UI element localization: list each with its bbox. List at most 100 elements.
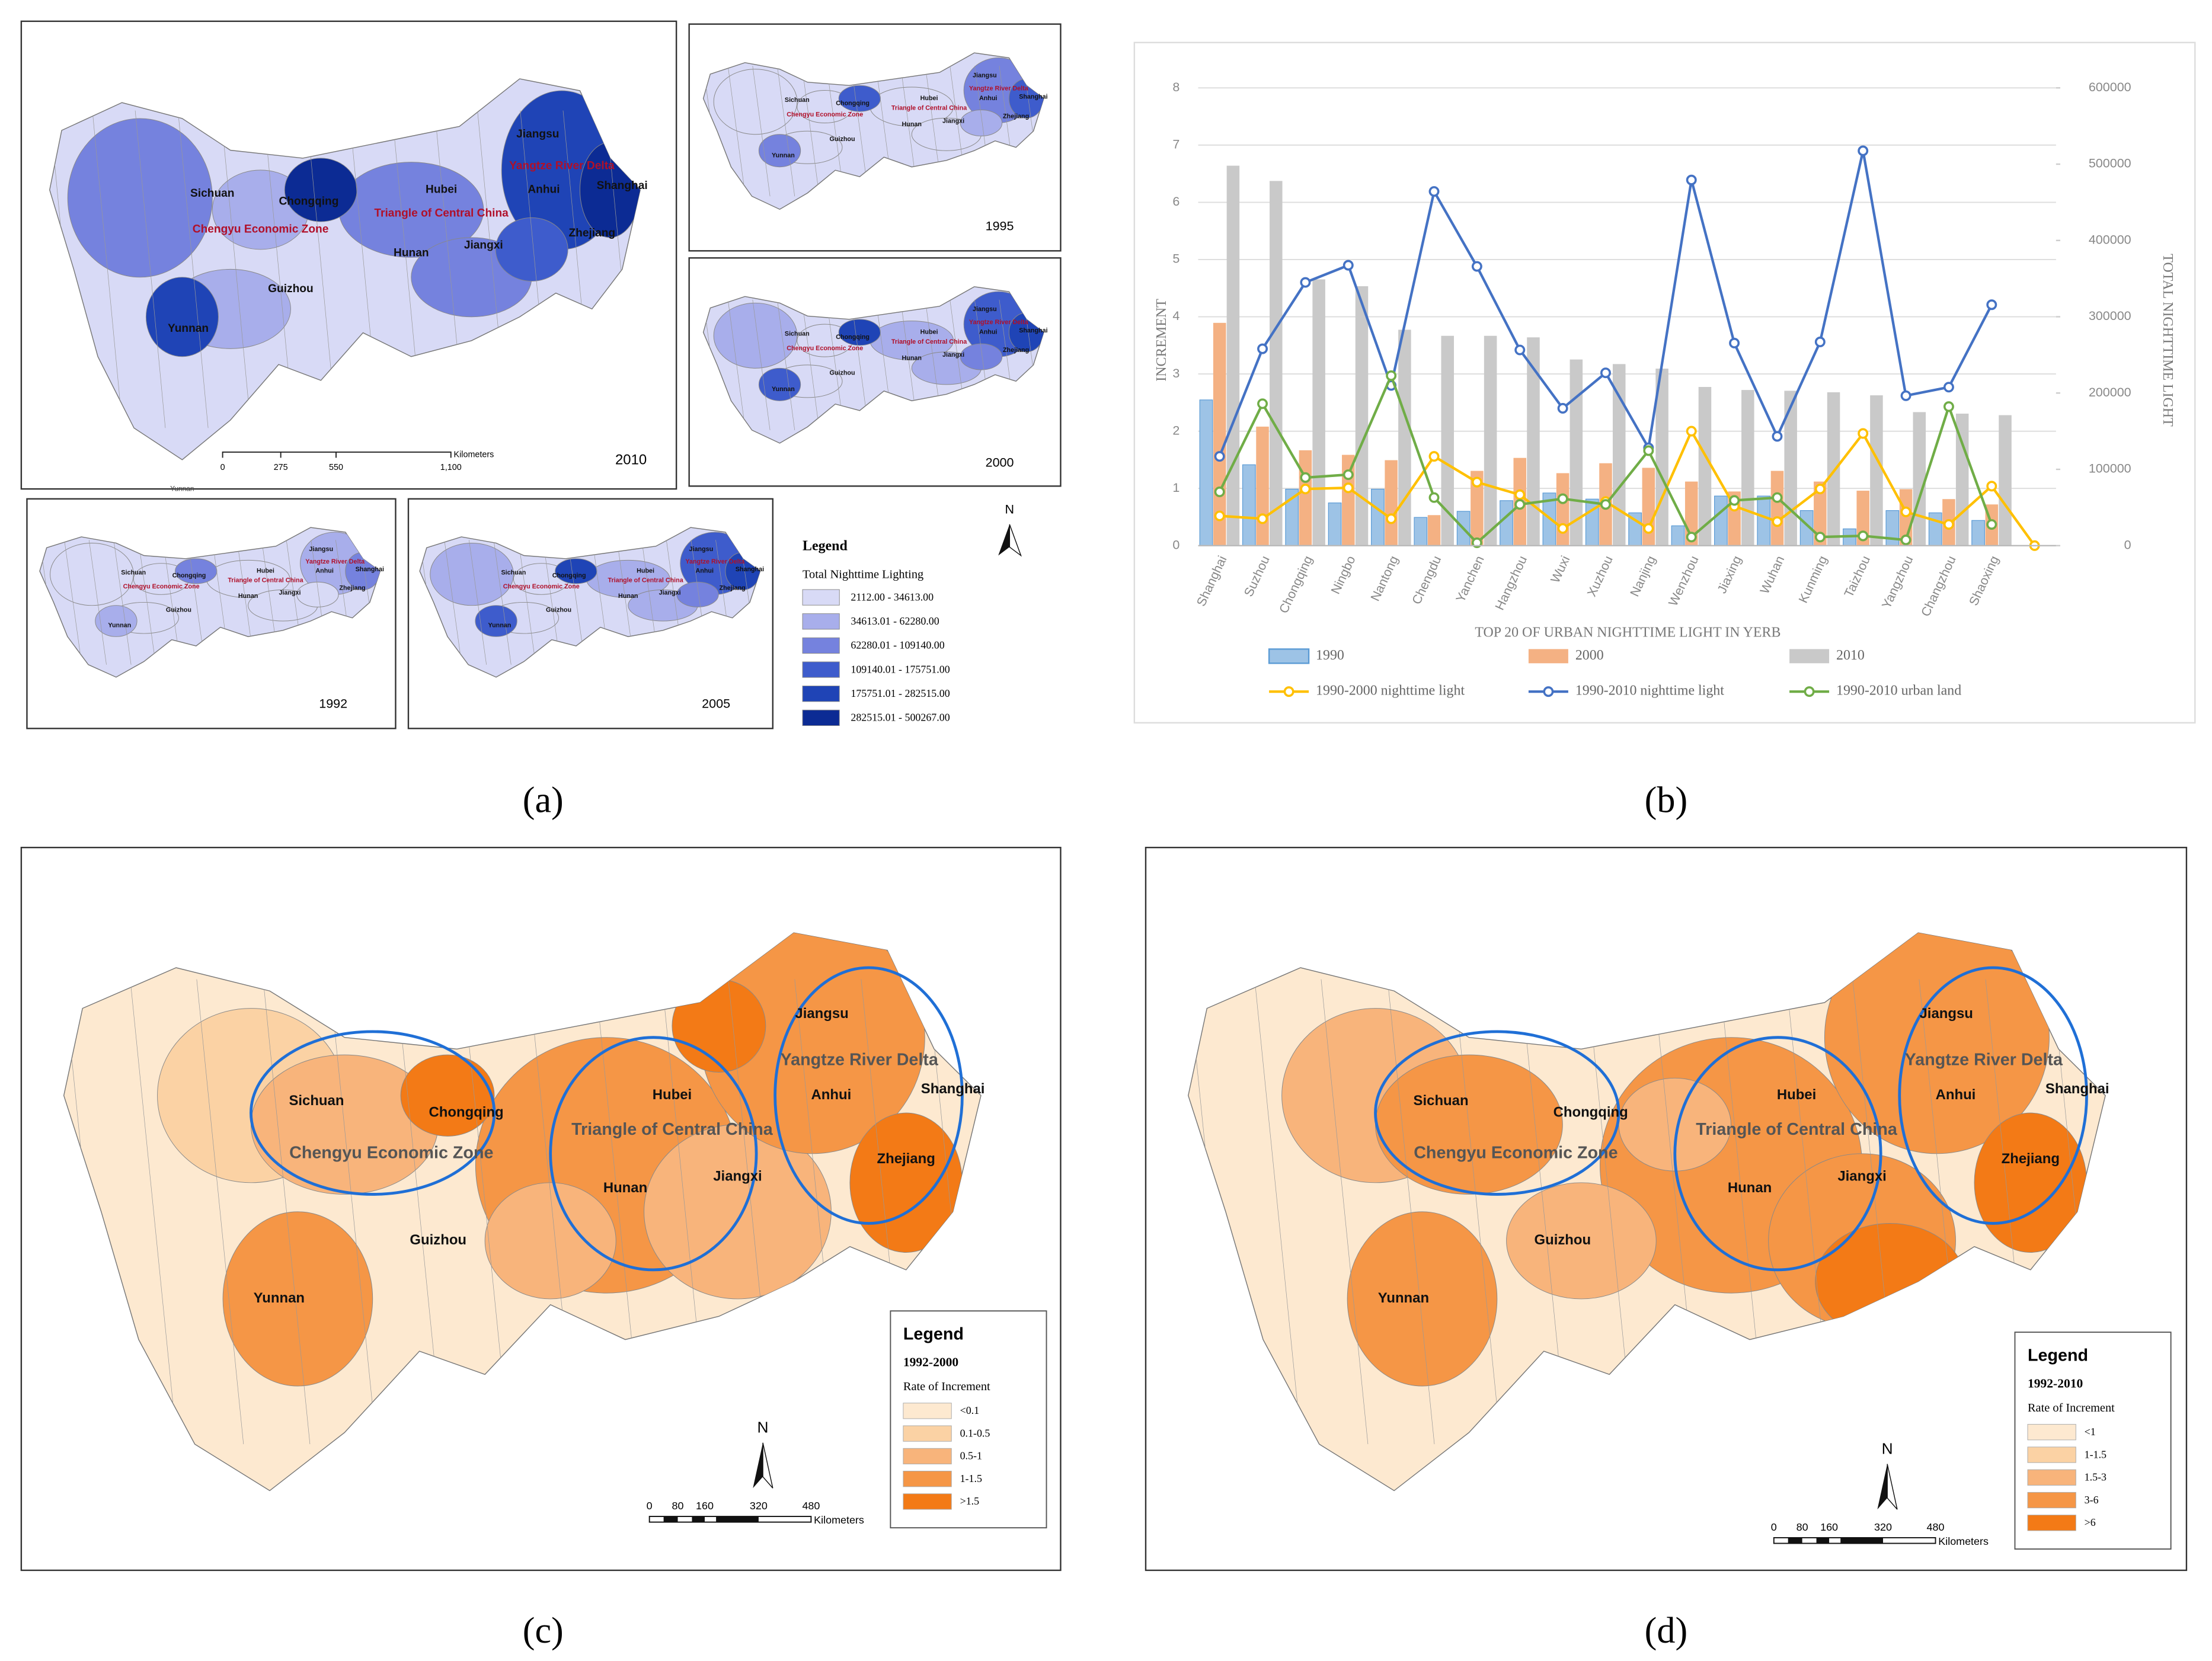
region-label: Hubei [920,95,938,102]
y-tick-label: 8 [1172,80,1179,94]
line-marker [1257,398,1268,409]
zone-label: Yangtze River Delta [1905,1050,2063,1069]
map-year: 2005 [702,696,730,711]
region-label: Anhui [315,568,333,575]
legend-label: 282515.01 - 500267.00 [851,712,950,724]
panel-label: (c) [523,1611,564,1651]
north-arrow [753,1442,763,1489]
legend-marker [1283,686,1294,697]
zone-label: Chengyu Economic Zone [787,111,863,119]
north-arrow [998,524,1010,556]
map-border [220,110,251,428]
map-region [849,1112,963,1253]
legend-label: 34613.01 - 62280.00 [851,615,939,627]
legend-swatch [802,686,840,702]
region-label: Jiangsu [689,546,714,553]
region-label: Hunan [238,593,258,600]
bar [1427,515,1441,546]
y-tick-label: 3 [1172,366,1179,380]
region-label: Shanghai [921,1081,985,1097]
line-marker [1428,186,1440,197]
bar [1698,386,1712,546]
region-label: Sichuan [785,97,810,104]
y-tick-label: 0 [1172,537,1179,552]
north-arrow [1009,524,1022,557]
scale-label: 550 [329,463,343,472]
legend-swatch [903,1425,952,1442]
map-region [713,302,798,369]
legend-label: <1 [2085,1426,2096,1438]
line-marker [1342,482,1354,494]
legend-swatch [802,709,840,726]
panel-label: (a) [523,780,564,820]
region-label: Guizhou [166,606,191,613]
legend-title: Legend [803,539,848,554]
legend-label: 0.1-0.5 [960,1427,990,1439]
bar [1527,337,1540,546]
region-label: Jiangxi [1837,1168,1886,1184]
zone-label: Chengyu Economic Zone [1414,1143,1618,1162]
region-label: Anhui [979,329,997,336]
line-marker [1814,532,1826,543]
legend-label: 2112.00 - 34613.00 [851,591,934,603]
legend-swatch [2027,1492,2076,1509]
map-border [177,110,209,428]
region-label: Hubei [637,568,654,575]
region-label: Jiangxi [659,590,681,597]
y-tick-label: 4 [1172,309,1179,323]
map-region [430,542,514,606]
map-region [145,277,219,357]
line-marker [1342,469,1354,481]
region-label: Sichuan [121,569,146,576]
region-label: Hunan [603,1180,647,1196]
line-marker [1386,513,1397,524]
map-border [727,299,746,430]
region-label: Guizhou [268,283,313,295]
legend-swatch [802,661,840,678]
legend-swatch [802,613,840,630]
scale-bar-segment [716,1516,759,1522]
bar [1928,512,1942,546]
legend-label: <0.1 [960,1404,980,1416]
line-marker [1814,337,1826,347]
scale-bar-segment [1816,1537,1830,1544]
legend-swatch [1789,649,1830,664]
line-marker [1814,484,1826,495]
map-region [1375,1054,1563,1195]
legend-label: 1-1.5 [2085,1448,2106,1460]
region-label: Anhui [528,184,560,196]
legend-swatch [903,1403,952,1419]
line-marker [1858,530,1869,542]
bar [1299,450,1312,546]
x-tick-label: Wenzhou [1666,553,1702,608]
map-region [67,118,213,278]
region-label: Jiangsu [516,128,559,140]
map-region [296,581,339,607]
y2-tick-label: 300000 [2089,309,2131,323]
y2-tick-label: 0 [2124,537,2131,552]
region-label: Jiangsu [309,546,333,553]
line-marker [1514,499,1526,510]
bar [1556,473,1570,546]
region-label: Hubei [920,329,938,336]
legend-label: 1.5-3 [2085,1471,2106,1483]
x-tick-label: Nantong [1368,553,1401,603]
zone-label: Triangle of Central China [891,338,967,345]
line-marker [1772,492,1783,503]
region-label: Guizhou [546,606,571,613]
y2-tick-label: 200000 [2089,385,2131,399]
bar [1612,364,1626,546]
map-border [777,299,795,430]
map-region [222,1211,373,1387]
region-label: Shanghai [1019,93,1047,100]
map-border [138,540,156,665]
map-border [135,110,166,428]
region-label: Jiangxi [942,351,964,359]
x-tick-label: Taizhou [1842,553,1873,599]
bar [1414,517,1428,546]
region-label: Chongqing [429,1104,504,1120]
x-tick-label: Changzhou [1919,553,1959,619]
scale-label: 0 [220,463,225,472]
x-tick-label: Kunming [1796,553,1830,605]
bar [1270,181,1283,546]
